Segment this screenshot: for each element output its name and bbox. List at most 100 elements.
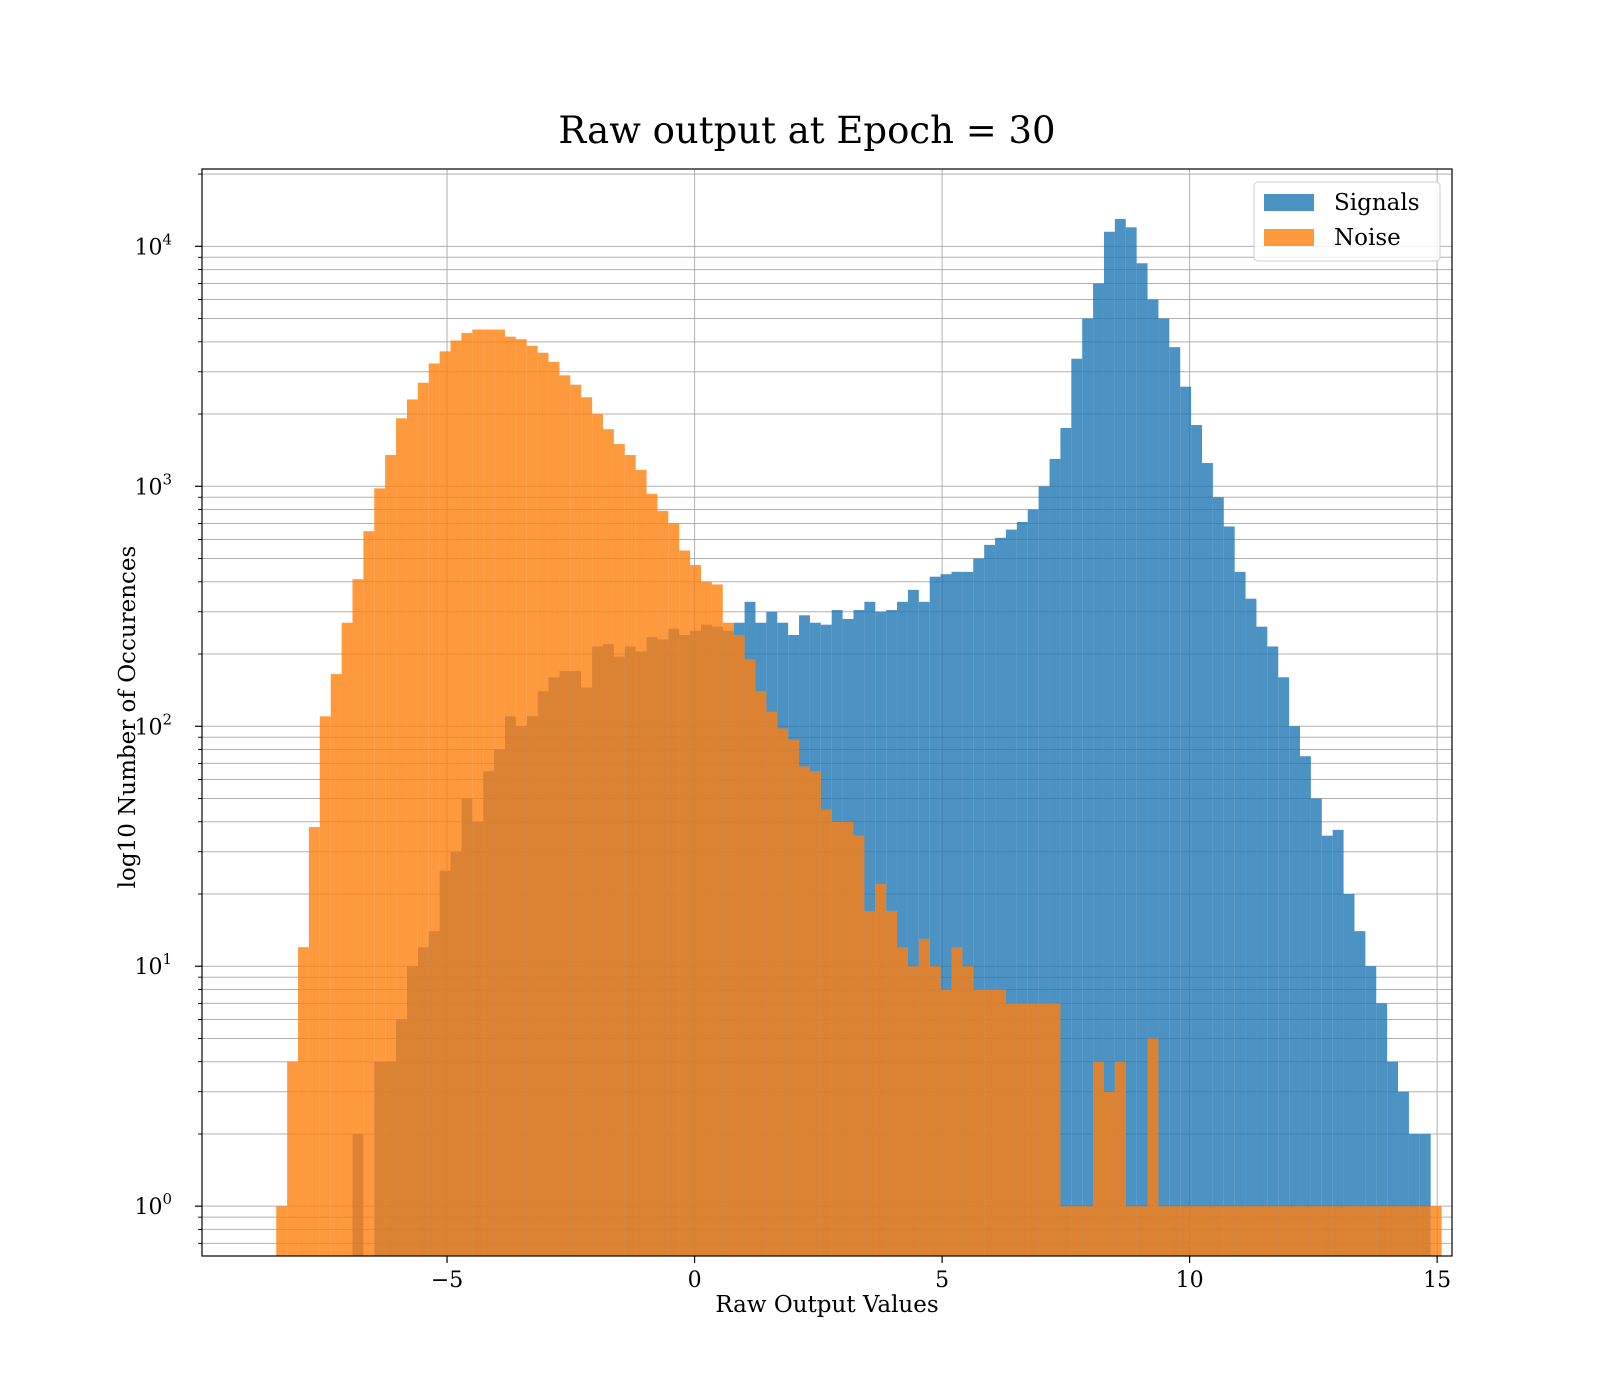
signals-bar bbox=[1016, 521, 1028, 1256]
signals-bar bbox=[1169, 347, 1181, 1256]
noise-bar bbox=[842, 821, 854, 1256]
noise-bar bbox=[657, 510, 669, 1256]
signals-bar bbox=[1071, 358, 1083, 1256]
y-tick-label: 103 bbox=[134, 470, 172, 500]
noise-bar bbox=[722, 622, 734, 1256]
noise-bar bbox=[428, 363, 440, 1256]
noise-bar bbox=[276, 1206, 288, 1256]
noise-bar bbox=[679, 550, 691, 1256]
signals-bar bbox=[1343, 893, 1355, 1256]
noise-bar bbox=[385, 455, 397, 1256]
x-tick-label: 10 bbox=[1176, 1268, 1204, 1293]
noise-bar bbox=[1408, 1206, 1420, 1256]
noise-bar bbox=[1300, 1206, 1311, 1256]
signals-bar bbox=[973, 558, 985, 1256]
y-tick-label: 102 bbox=[134, 710, 172, 740]
x-tick-label: 0 bbox=[688, 1268, 702, 1293]
signals-bar bbox=[951, 571, 963, 1256]
noise-bar bbox=[973, 989, 985, 1256]
noise-bar bbox=[1398, 1206, 1409, 1256]
noise-bar bbox=[1321, 1206, 1333, 1256]
signals-bar bbox=[1332, 829, 1344, 1256]
noise-bar bbox=[1267, 1206, 1279, 1256]
noise-bar bbox=[1136, 1206, 1148, 1256]
signals-bar bbox=[1419, 1133, 1431, 1256]
noise-bar bbox=[515, 339, 527, 1257]
noise-bar bbox=[308, 827, 320, 1256]
signals-bar bbox=[995, 537, 1006, 1256]
signals-bar bbox=[1289, 726, 1301, 1256]
noise-bar bbox=[406, 399, 418, 1256]
signals-bar bbox=[940, 574, 952, 1256]
noise-bar bbox=[1125, 1206, 1137, 1256]
noise-bar bbox=[1202, 1206, 1213, 1256]
noise-bar bbox=[744, 659, 756, 1256]
signals-bar bbox=[1191, 425, 1202, 1256]
noise-bar bbox=[1234, 1206, 1246, 1256]
noise-bar bbox=[1005, 1003, 1017, 1256]
noise-bar bbox=[1343, 1206, 1355, 1256]
plot-frame bbox=[201, 168, 1453, 1257]
noise-bar bbox=[461, 333, 473, 1256]
noise-bar bbox=[504, 336, 516, 1256]
signals-bar bbox=[897, 601, 908, 1256]
noise-bar bbox=[1278, 1206, 1290, 1256]
signals-bar bbox=[1093, 283, 1104, 1256]
noise-bar bbox=[984, 989, 996, 1256]
noise-bar bbox=[1419, 1206, 1431, 1256]
noise-bar bbox=[1103, 1091, 1115, 1256]
signals-bar bbox=[918, 601, 930, 1256]
noise-bar bbox=[929, 966, 941, 1256]
noise-bar bbox=[897, 947, 908, 1256]
noise-bar bbox=[918, 938, 930, 1256]
signals-bar bbox=[1398, 1091, 1409, 1256]
signals-bar bbox=[1125, 227, 1137, 1257]
noise-bar bbox=[940, 989, 952, 1256]
noise-bar bbox=[864, 910, 876, 1256]
noise-bar bbox=[613, 444, 625, 1256]
noise-bar bbox=[755, 691, 767, 1256]
noise-bar bbox=[799, 766, 810, 1256]
signals-legend-swatch bbox=[1264, 194, 1314, 211]
noise-bar bbox=[1245, 1206, 1257, 1256]
y-axis-label: log10 Number of Occurences bbox=[115, 546, 141, 889]
noise-bar bbox=[886, 910, 898, 1256]
noise-bar bbox=[1147, 1038, 1159, 1256]
noise-bar bbox=[1016, 1003, 1028, 1256]
noise-bar bbox=[352, 579, 364, 1256]
signals-bar bbox=[1027, 509, 1039, 1256]
noise-bar bbox=[592, 414, 603, 1256]
noise-bar bbox=[1223, 1206, 1235, 1256]
x-tick-label: 15 bbox=[1423, 1268, 1451, 1293]
axes: −5 0 5 10 15 100 101 102 103 104 bbox=[134, 168, 1453, 1293]
noise-bar bbox=[1212, 1206, 1224, 1256]
signals-bar bbox=[1180, 386, 1192, 1256]
noise-bar bbox=[287, 1061, 299, 1256]
signals-bar bbox=[1136, 263, 1148, 1257]
noise-bar bbox=[1289, 1206, 1301, 1256]
noise-bar bbox=[1071, 1206, 1083, 1256]
signals-bar bbox=[1408, 1133, 1420, 1256]
noise-bar bbox=[853, 835, 865, 1256]
noise-bar bbox=[1191, 1206, 1202, 1256]
signals-bar bbox=[1158, 318, 1170, 1257]
signals-bar bbox=[1005, 529, 1017, 1256]
noise-bar bbox=[701, 581, 712, 1256]
noise-bar bbox=[668, 523, 680, 1256]
x-axis-label: Raw Output Values bbox=[715, 1292, 938, 1318]
noise-bar bbox=[646, 493, 658, 1256]
chart-title: Raw output at Epoch = 30 bbox=[558, 109, 1055, 152]
noise-bar bbox=[1354, 1206, 1366, 1256]
noise-bar bbox=[537, 352, 549, 1256]
signals-bar bbox=[1038, 486, 1050, 1256]
noise-bar bbox=[1256, 1206, 1268, 1256]
signals-bar bbox=[962, 571, 974, 1256]
noise-bar bbox=[1376, 1206, 1388, 1256]
noise-bar bbox=[319, 716, 331, 1256]
signals-legend-label: Signals bbox=[1334, 190, 1420, 216]
signals-bar bbox=[1212, 497, 1224, 1257]
noise-bar bbox=[1082, 1206, 1094, 1256]
signals-bar bbox=[1354, 931, 1366, 1256]
noise-bar bbox=[1180, 1206, 1192, 1256]
signals-bar bbox=[1103, 231, 1115, 1257]
